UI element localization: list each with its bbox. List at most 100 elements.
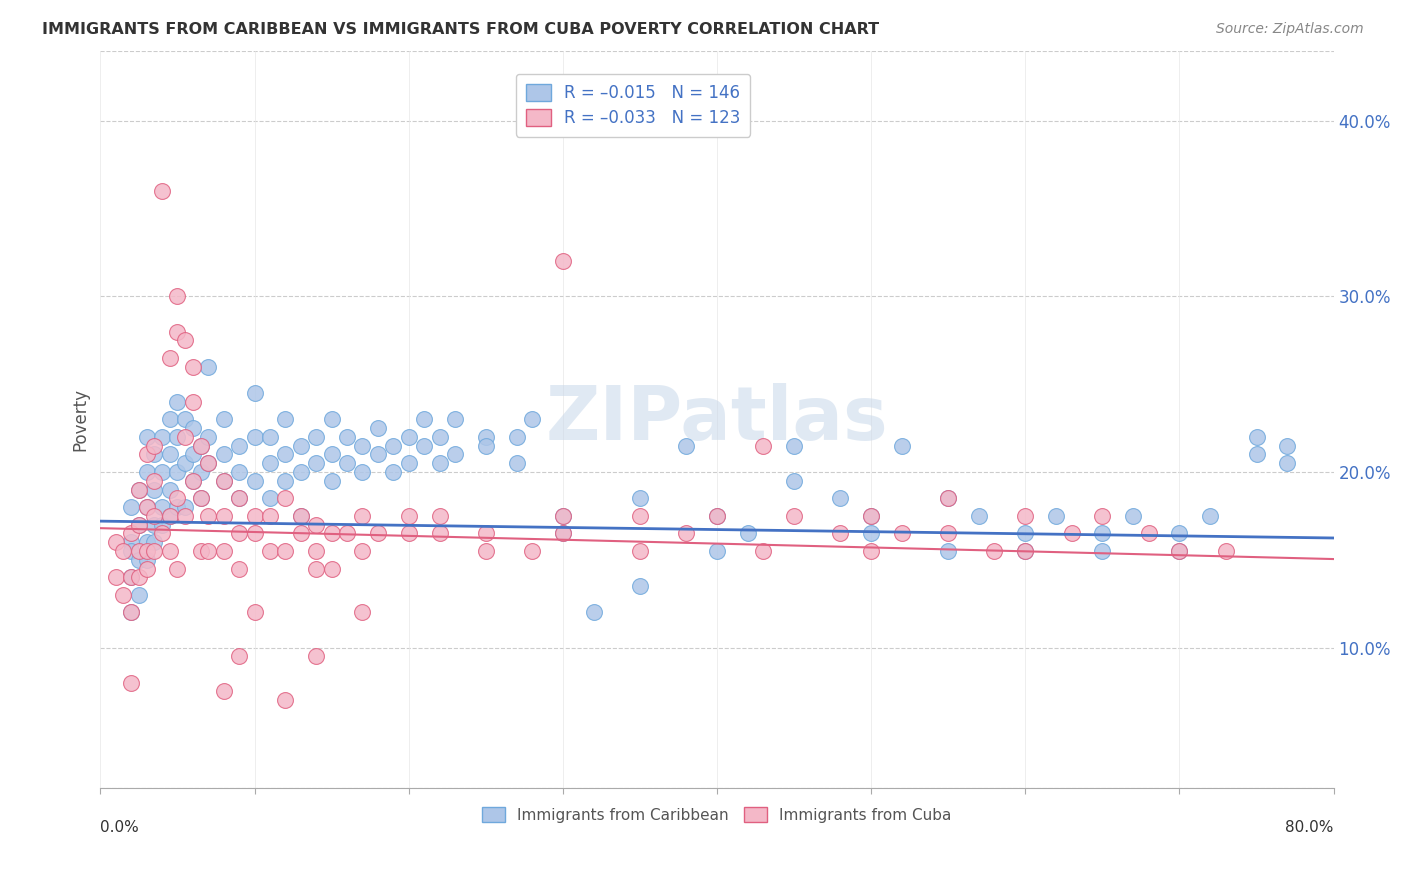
Point	[398, 508, 420, 523]
Point	[398, 526, 420, 541]
Point	[128, 483, 150, 497]
Point	[243, 526, 266, 541]
Point	[128, 483, 150, 497]
Point	[135, 535, 157, 549]
Point	[1091, 544, 1114, 558]
Point	[1091, 526, 1114, 541]
Point	[628, 508, 651, 523]
Point	[551, 254, 574, 268]
Point	[367, 421, 389, 435]
Point	[228, 465, 250, 479]
Point	[197, 456, 219, 470]
Point	[143, 508, 166, 523]
Point	[212, 544, 235, 558]
Point	[1045, 508, 1067, 523]
Point	[505, 430, 527, 444]
Point	[212, 447, 235, 461]
Point	[274, 544, 297, 558]
Point	[274, 491, 297, 506]
Point	[967, 508, 990, 523]
Point	[128, 517, 150, 532]
Point	[120, 675, 142, 690]
Point	[135, 465, 157, 479]
Point	[159, 447, 181, 461]
Point	[429, 526, 451, 541]
Point	[891, 526, 914, 541]
Point	[413, 412, 436, 426]
Point	[305, 561, 328, 575]
Point	[181, 359, 204, 374]
Point	[159, 508, 181, 523]
Point	[212, 412, 235, 426]
Point	[143, 535, 166, 549]
Point	[181, 394, 204, 409]
Point	[352, 606, 374, 620]
Point	[1122, 508, 1144, 523]
Point	[120, 526, 142, 541]
Point	[120, 606, 142, 620]
Point	[752, 439, 775, 453]
Point	[290, 526, 312, 541]
Point	[190, 439, 212, 453]
Point	[259, 544, 281, 558]
Point	[1168, 544, 1191, 558]
Point	[336, 430, 359, 444]
Point	[159, 508, 181, 523]
Point	[243, 474, 266, 488]
Point	[243, 386, 266, 401]
Point	[143, 474, 166, 488]
Point	[582, 606, 605, 620]
Point	[212, 508, 235, 523]
Point	[830, 491, 852, 506]
Point	[505, 456, 527, 470]
Point	[352, 544, 374, 558]
Point	[150, 517, 173, 532]
Point	[783, 439, 806, 453]
Point	[1215, 544, 1237, 558]
Point	[706, 544, 728, 558]
Point	[860, 508, 883, 523]
Point	[174, 456, 197, 470]
Point	[551, 508, 574, 523]
Point	[936, 544, 959, 558]
Point	[860, 526, 883, 541]
Point	[228, 491, 250, 506]
Point	[150, 430, 173, 444]
Text: 80.0%: 80.0%	[1285, 820, 1334, 835]
Point	[143, 483, 166, 497]
Point	[190, 491, 212, 506]
Point	[150, 465, 173, 479]
Point	[336, 526, 359, 541]
Point	[159, 483, 181, 497]
Point	[128, 544, 150, 558]
Point	[159, 351, 181, 365]
Point	[474, 430, 496, 444]
Point	[1137, 526, 1160, 541]
Point	[352, 465, 374, 479]
Point	[259, 491, 281, 506]
Point	[143, 447, 166, 461]
Point	[166, 394, 188, 409]
Point	[675, 439, 697, 453]
Point	[197, 430, 219, 444]
Point	[752, 544, 775, 558]
Point	[259, 430, 281, 444]
Point	[1277, 456, 1299, 470]
Point	[1168, 526, 1191, 541]
Point	[135, 500, 157, 514]
Point	[104, 570, 127, 584]
Point	[429, 430, 451, 444]
Point	[135, 544, 157, 558]
Point	[352, 508, 374, 523]
Point	[166, 561, 188, 575]
Point	[1168, 544, 1191, 558]
Point	[197, 456, 219, 470]
Point	[1014, 526, 1036, 541]
Point	[228, 526, 250, 541]
Point	[150, 184, 173, 198]
Point	[628, 544, 651, 558]
Point	[228, 439, 250, 453]
Point	[936, 526, 959, 541]
Point	[166, 465, 188, 479]
Point	[321, 474, 343, 488]
